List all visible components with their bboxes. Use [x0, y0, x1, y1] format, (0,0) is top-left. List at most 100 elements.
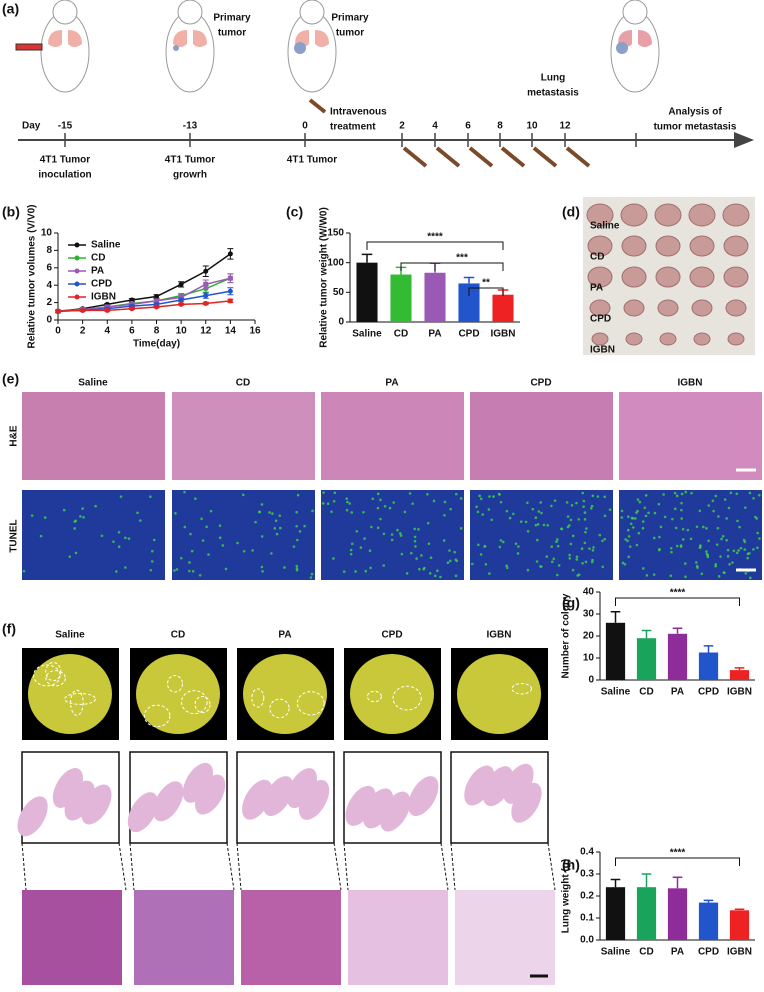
cell — [757, 493, 761, 497]
lung — [136, 654, 220, 734]
legend-label: IGBN — [91, 292, 116, 303]
cell — [423, 566, 426, 570]
x-tick-label: CPD — [698, 687, 719, 698]
cell — [756, 531, 759, 535]
y-tick-label: 0.0 — [580, 935, 594, 946]
cell — [681, 538, 685, 541]
cell — [448, 549, 451, 552]
y-tick-label: 0.2 — [580, 891, 594, 902]
cell — [359, 546, 363, 549]
cell — [583, 511, 587, 514]
cell — [556, 538, 559, 541]
tumor — [723, 266, 749, 288]
y-tick-label: 30 — [583, 609, 595, 620]
cell — [258, 510, 262, 514]
cell — [720, 537, 723, 541]
zoom-line — [129, 842, 135, 891]
cell — [390, 538, 394, 542]
marker — [203, 268, 209, 274]
cell — [715, 543, 719, 546]
cell — [537, 510, 541, 513]
cell — [641, 526, 645, 530]
x-tick-label: PA — [428, 329, 441, 340]
tumor — [655, 235, 681, 257]
cell — [426, 521, 430, 525]
cell — [348, 502, 351, 505]
cell — [443, 513, 446, 517]
cell — [74, 551, 78, 555]
cell — [376, 526, 380, 530]
he-image — [470, 392, 613, 480]
zoom-image — [134, 890, 234, 985]
cell — [43, 516, 47, 519]
cell — [576, 574, 580, 577]
cell — [739, 546, 743, 550]
error-bar — [672, 627, 683, 634]
cell — [346, 500, 349, 504]
metastasis — [167, 675, 183, 693]
y-tick-label: 40 — [583, 587, 595, 598]
cell — [717, 515, 720, 518]
cell — [205, 525, 208, 529]
x-tick-label: 12 — [200, 326, 212, 337]
cell — [479, 497, 483, 501]
marker — [104, 307, 110, 313]
cell — [590, 504, 594, 508]
cell — [415, 557, 418, 560]
cell — [30, 514, 34, 517]
cell — [330, 510, 333, 514]
cell — [442, 539, 446, 542]
cell — [601, 565, 605, 569]
cell — [695, 561, 698, 564]
mouse-head — [177, 0, 203, 25]
cell — [349, 548, 353, 552]
cell — [152, 538, 156, 542]
cell — [311, 509, 314, 513]
cell — [498, 545, 502, 549]
cell — [744, 506, 747, 509]
mouse-head — [622, 0, 648, 25]
cell — [721, 534, 725, 538]
tumor — [659, 332, 677, 346]
cell — [589, 507, 593, 510]
cell — [100, 534, 104, 538]
zoom-line — [440, 842, 449, 891]
cell — [575, 501, 578, 505]
cell — [686, 528, 690, 532]
cell — [644, 494, 648, 497]
cell — [62, 508, 66, 512]
cell — [295, 510, 298, 514]
cell — [332, 557, 335, 560]
cell — [673, 507, 677, 511]
cell — [68, 555, 72, 558]
bar — [492, 294, 514, 322]
cell — [568, 524, 571, 527]
zoom-line — [236, 842, 242, 891]
cell — [278, 514, 282, 517]
tissue — [511, 782, 542, 823]
cell — [526, 568, 530, 572]
x-tick-label: IGBN — [727, 947, 752, 958]
he-image — [321, 392, 464, 480]
note: Primary — [213, 13, 251, 24]
cell — [260, 565, 264, 569]
x-tick-label: 2 — [80, 326, 86, 337]
cell — [738, 525, 741, 529]
cell — [295, 538, 299, 542]
marker — [227, 298, 233, 304]
cell — [505, 566, 509, 570]
tissue — [153, 781, 184, 822]
cell — [499, 500, 503, 504]
cell — [194, 497, 197, 500]
tumor — [689, 235, 715, 257]
metastasis — [392, 685, 422, 711]
cell — [517, 545, 520, 548]
cell — [73, 520, 77, 523]
metastasis — [366, 690, 382, 703]
cell — [620, 509, 624, 513]
cell — [273, 527, 277, 530]
tumor — [625, 332, 643, 346]
cell — [362, 510, 365, 514]
cell — [112, 540, 115, 543]
bar — [667, 888, 688, 940]
